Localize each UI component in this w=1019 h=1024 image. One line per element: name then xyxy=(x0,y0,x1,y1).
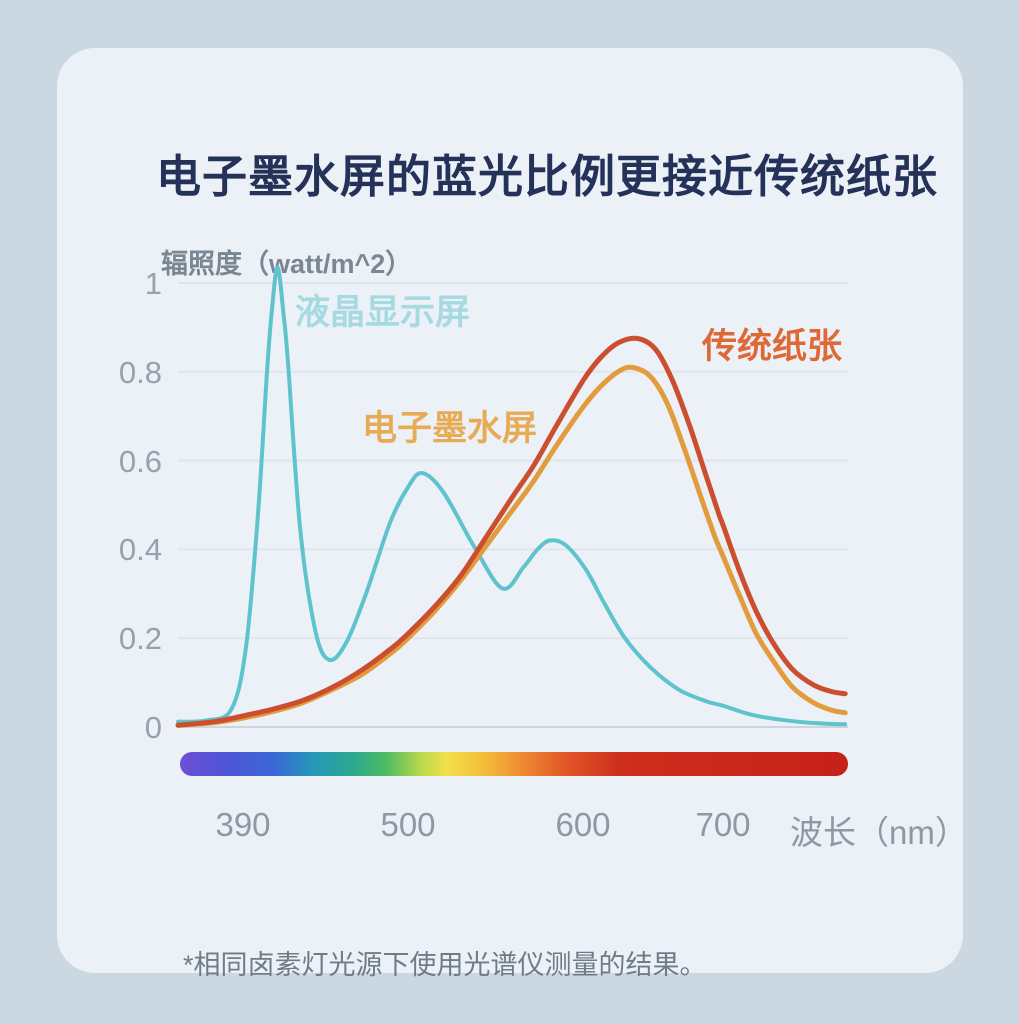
y-axis-title: 辐照度（watt/m^2） xyxy=(161,249,413,279)
y-tick-label: 0.4 xyxy=(118,532,162,568)
x-tick-label: 500 xyxy=(380,806,436,843)
page-title: 电子墨水屏的蓝光比例更接近传统纸张 xyxy=(156,151,939,202)
x-axis-title: 波长（nm） xyxy=(790,814,968,851)
series-label-traditional-paper: 传统纸张 xyxy=(702,327,843,366)
y-tick-label: 0.6 xyxy=(118,443,162,479)
footnote: *相同卤素灯光源下使用光谱仪测量的结果。 xyxy=(183,950,707,980)
series-label-eink-display: 电子墨水屏 xyxy=(362,409,538,448)
y-tick-label: 0 xyxy=(144,710,162,745)
y-tick-label: 0.8 xyxy=(118,354,162,390)
y-tick-label: 0.2 xyxy=(118,621,162,657)
y-tick-label: 1 xyxy=(144,266,162,301)
x-tick-label: 390 xyxy=(215,806,271,843)
series-label-lcd-display: 液晶显示屏 xyxy=(295,293,471,332)
x-tick-label: 600 xyxy=(555,806,611,843)
x-tick-label: 700 xyxy=(695,806,751,843)
spectrum-gradient-bar xyxy=(180,752,848,776)
